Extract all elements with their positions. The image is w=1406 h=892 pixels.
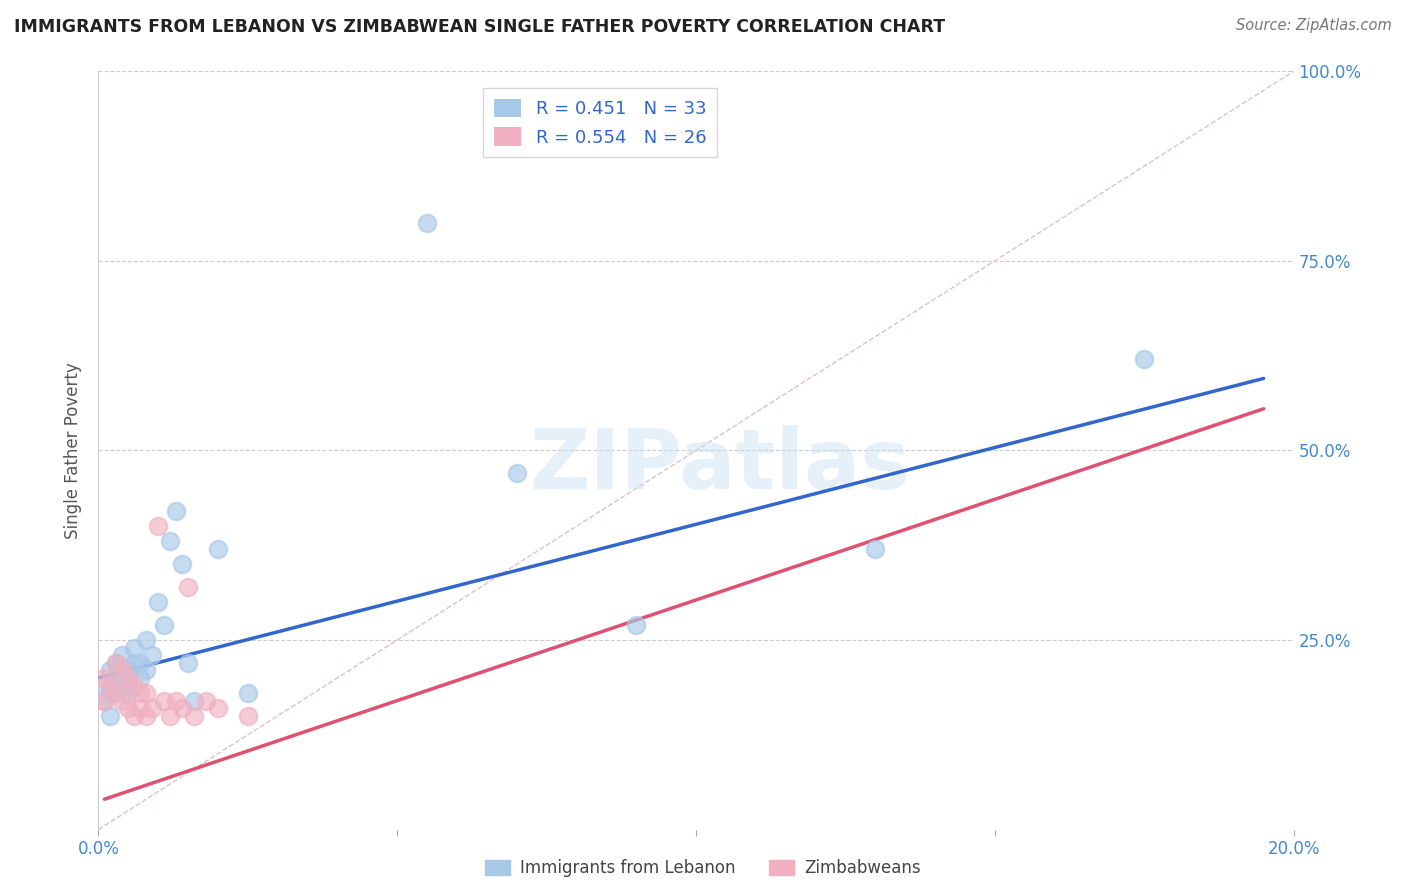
Point bbox=[506, 467, 529, 481]
Point bbox=[159, 534, 181, 549]
Point bbox=[416, 216, 439, 230]
Point bbox=[117, 686, 139, 700]
Legend: R = 0.451   N = 33, R = 0.554   N = 26: R = 0.451 N = 33, R = 0.554 N = 26 bbox=[484, 88, 717, 157]
Point bbox=[626, 617, 648, 632]
Point bbox=[141, 701, 163, 715]
Legend: Immigrants from Lebanon, Zimbabweans: Immigrants from Lebanon, Zimbabweans bbox=[478, 853, 928, 884]
Point bbox=[207, 701, 229, 715]
Point bbox=[135, 686, 157, 700]
Point bbox=[153, 617, 176, 632]
Point bbox=[177, 656, 200, 670]
Point bbox=[172, 557, 194, 572]
Point bbox=[117, 701, 139, 715]
Point bbox=[129, 686, 152, 700]
Point bbox=[148, 519, 170, 533]
Point bbox=[98, 708, 122, 723]
Point bbox=[129, 701, 152, 715]
Point bbox=[129, 671, 152, 685]
Point bbox=[124, 656, 146, 670]
Point bbox=[183, 708, 205, 723]
Point bbox=[105, 686, 128, 700]
Point bbox=[159, 708, 181, 723]
Point bbox=[1133, 352, 1156, 367]
Point bbox=[129, 656, 152, 670]
Point bbox=[135, 708, 157, 723]
Point bbox=[195, 694, 218, 708]
Point bbox=[93, 678, 115, 692]
Point bbox=[93, 694, 115, 708]
Point bbox=[124, 640, 146, 655]
Point bbox=[111, 648, 134, 662]
Point bbox=[105, 671, 128, 685]
Point bbox=[117, 664, 139, 678]
Point bbox=[177, 580, 200, 594]
Point bbox=[117, 671, 139, 685]
Text: IMMIGRANTS FROM LEBANON VS ZIMBABWEAN SINGLE FATHER POVERTY CORRELATION CHART: IMMIGRANTS FROM LEBANON VS ZIMBABWEAN SI… bbox=[14, 18, 945, 36]
Point bbox=[135, 633, 157, 648]
Point bbox=[153, 694, 176, 708]
Point bbox=[165, 694, 187, 708]
Point bbox=[141, 648, 163, 662]
Point bbox=[98, 664, 122, 678]
Point bbox=[124, 708, 146, 723]
Point bbox=[98, 678, 122, 692]
Text: ZIPatlas: ZIPatlas bbox=[530, 425, 910, 506]
Point bbox=[236, 686, 259, 700]
Point bbox=[98, 686, 122, 700]
Point bbox=[105, 656, 128, 670]
Point bbox=[111, 694, 134, 708]
Point bbox=[865, 542, 887, 557]
Point bbox=[105, 656, 128, 670]
Point bbox=[93, 694, 115, 708]
Text: Source: ZipAtlas.com: Source: ZipAtlas.com bbox=[1236, 18, 1392, 33]
Point bbox=[124, 678, 146, 692]
Y-axis label: Single Father Poverty: Single Father Poverty bbox=[65, 362, 83, 539]
Point bbox=[172, 701, 194, 715]
Point bbox=[93, 671, 115, 685]
Point bbox=[111, 678, 134, 692]
Point bbox=[111, 664, 134, 678]
Point bbox=[135, 664, 157, 678]
Point bbox=[117, 671, 139, 685]
Point bbox=[148, 595, 170, 609]
Point bbox=[165, 504, 187, 518]
Point bbox=[236, 708, 259, 723]
Point bbox=[183, 694, 205, 708]
Point bbox=[207, 542, 229, 557]
